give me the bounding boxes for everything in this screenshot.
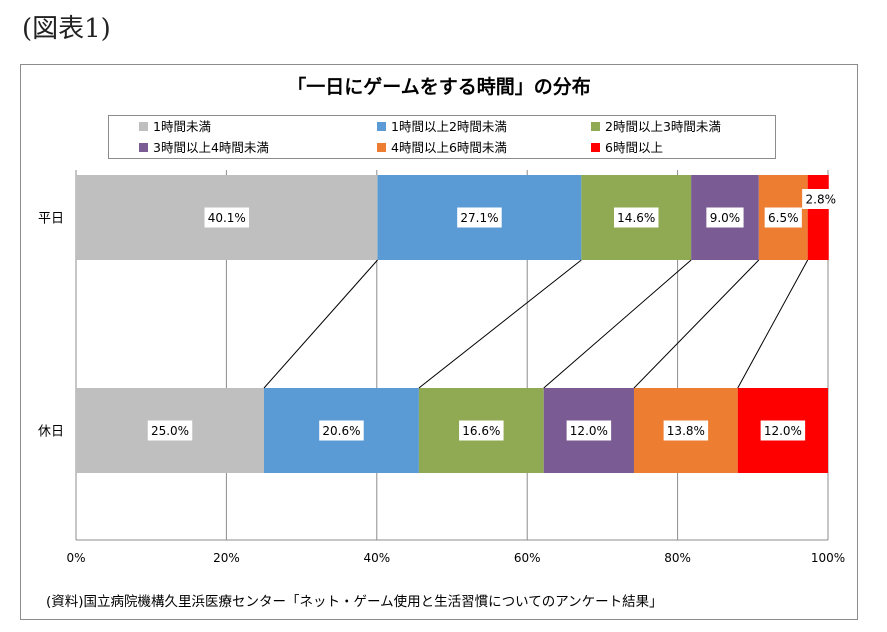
legend-item: 3時間以上4時間未満 bbox=[139, 140, 269, 156]
data-label-box bbox=[147, 420, 193, 441]
data-label-box bbox=[459, 420, 504, 441]
chart-frame bbox=[20, 64, 858, 620]
data-label: 2.8% bbox=[806, 193, 837, 207]
data-label-box bbox=[663, 420, 709, 441]
figure-label: (図表1) bbox=[22, 14, 111, 44]
legend-swatch bbox=[377, 143, 386, 152]
x-tick-label: 100% bbox=[811, 551, 845, 565]
legend-item: 1時間以上2時間未満 bbox=[377, 119, 507, 135]
category-label: 平日 bbox=[38, 212, 64, 227]
legend-item: 4時間以上6時間未満 bbox=[377, 140, 507, 156]
legend-label: 2時間以上3時間未満 bbox=[605, 119, 721, 134]
x-tick-label: 40% bbox=[363, 551, 390, 565]
series-connector-line bbox=[543, 259, 692, 389]
data-label-box bbox=[760, 420, 806, 441]
legend-label: 1時間以上2時間未満 bbox=[391, 119, 507, 134]
x-tick-label: 80% bbox=[664, 551, 691, 565]
x-tick-label: 60% bbox=[514, 551, 541, 565]
x-tick-label: 0% bbox=[66, 551, 85, 565]
legend-swatch bbox=[139, 143, 148, 152]
data-label: 13.8% bbox=[667, 424, 705, 438]
data-label: 12.0% bbox=[570, 424, 608, 438]
data-label-box bbox=[204, 207, 250, 228]
series-connector-line bbox=[737, 259, 809, 389]
data-label: 9.0% bbox=[710, 211, 741, 225]
data-label: 25.0% bbox=[151, 424, 189, 438]
legend-swatch bbox=[377, 122, 386, 131]
chart-title: 「一日にゲームをする時間」の分布 bbox=[287, 76, 591, 98]
legend-label: 1時間未満 bbox=[153, 119, 211, 134]
legend-label: 3時間以上4時間未満 bbox=[153, 140, 269, 155]
data-label-box bbox=[802, 189, 840, 209]
data-label: 40.1% bbox=[208, 211, 246, 225]
data-label: 16.6% bbox=[462, 424, 500, 438]
data-label-box bbox=[764, 207, 802, 228]
bar-segment bbox=[807, 175, 829, 260]
category-label: 休日 bbox=[38, 425, 64, 440]
legend-label: 4時間以上6時間未満 bbox=[391, 140, 507, 155]
series-connector-line bbox=[418, 259, 582, 389]
data-label: 12.0% bbox=[764, 424, 802, 438]
data-label: 20.6% bbox=[322, 424, 360, 438]
x-tick-label: 20% bbox=[213, 551, 240, 565]
legend-item: 1時間未満 bbox=[139, 119, 211, 135]
data-label-box bbox=[706, 207, 744, 228]
series-connector-line bbox=[263, 259, 378, 389]
data-label: 27.1% bbox=[460, 211, 498, 225]
data-label: 6.5% bbox=[768, 211, 799, 225]
source-note: (資料)国立病院機構久里浜医療センター「ネット・ゲーム使用と生活習慣についてのア… bbox=[46, 594, 663, 610]
data-label-box bbox=[319, 420, 364, 441]
legend-swatch bbox=[591, 122, 600, 131]
data-label-box bbox=[457, 207, 502, 228]
data-label-box bbox=[613, 207, 659, 228]
legend-item: 6時間以上 bbox=[591, 140, 663, 156]
data-label-box bbox=[566, 420, 612, 441]
legend-swatch bbox=[591, 143, 600, 152]
data-label: 14.6% bbox=[617, 211, 655, 225]
chart-legend: 1時間未満 1時間以上2時間未満 2時間以上3時間未満 3時間以上4時間未満 4時間以上… bbox=[108, 115, 776, 159]
legend-swatch bbox=[139, 122, 148, 131]
legend-item: 2時間以上3時間未満 bbox=[591, 119, 721, 135]
legend-label: 6時間以上 bbox=[605, 140, 663, 155]
series-connector-line bbox=[633, 259, 760, 389]
